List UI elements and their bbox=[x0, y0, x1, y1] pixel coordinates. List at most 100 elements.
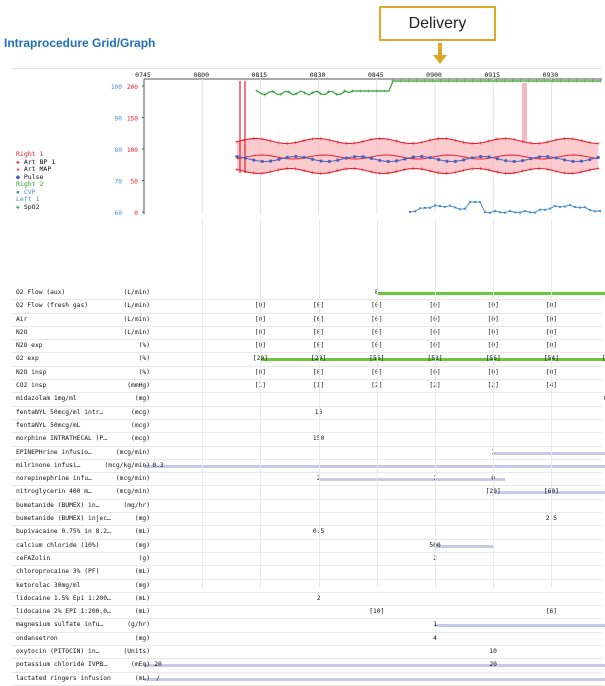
grid-row[interactable]: fentaNYL 50mcg/mL(mcg)50 bbox=[12, 420, 602, 434]
row-name: potassium chloride IVPB… bbox=[16, 661, 107, 669]
infusion-bar bbox=[376, 292, 605, 295]
grid-cell[interactable]: [0] bbox=[604, 300, 605, 312]
grid-cell[interactable]: [2] bbox=[604, 380, 605, 392]
grid-row[interactable]: O2 Flow (fresh gas)(L/min)[0][0][0][0][0… bbox=[12, 300, 605, 314]
art-bp-point: + bbox=[588, 167, 592, 174]
grid-cell[interactable]: 20 bbox=[489, 661, 497, 669]
spo2-point: + bbox=[559, 78, 563, 85]
spo2-point: + bbox=[495, 78, 499, 85]
grid-row[interactable]: lidocaine 2% EPI 1:200,0…(mL)[10][6]4 bbox=[12, 606, 602, 620]
pulse-point bbox=[311, 157, 315, 161]
pulse-icon: ● bbox=[16, 172, 20, 181]
cvp-point bbox=[464, 207, 466, 210]
grid-row[interactable]: ceFAZolin(g)2 bbox=[12, 553, 602, 567]
row-name: chloroprocaine 3% (PF) bbox=[16, 568, 100, 576]
row-name: ceFAZolin bbox=[16, 554, 51, 562]
pulse-point bbox=[252, 158, 256, 162]
grid-row[interactable]: bumetanide (BUMEX) injec…(mg)2.5 bbox=[12, 513, 602, 527]
grid-row[interactable]: morphine INTRATHECAL (P…(mcg)150 bbox=[12, 433, 602, 447]
pulse-point bbox=[479, 154, 483, 159]
cvp-point bbox=[439, 205, 441, 208]
art-bp-point: + bbox=[395, 138, 399, 145]
grid-row[interactable]: O2 exp(%)[20][20][56][53][56][54][51] bbox=[12, 353, 605, 367]
row-name: midazolam 1mg/ml bbox=[16, 395, 77, 403]
row-unit: (L/min) bbox=[123, 328, 150, 336]
grid-row[interactable]: midazolam 1mg/ml (mg) 0.5 bbox=[12, 393, 605, 407]
grid-row[interactable]: chloroprocaine 3% (PF)(mL)2 bbox=[12, 566, 602, 580]
grid-cell[interactable]: [0] bbox=[604, 340, 605, 352]
pulse-point bbox=[277, 157, 281, 161]
art-bp-point: + bbox=[437, 170, 441, 177]
grid-row[interactable]: ondansetron (mg) 4 bbox=[12, 633, 602, 647]
grid-cell[interactable]: / bbox=[156, 674, 160, 682]
art-bp-point: + bbox=[512, 170, 516, 177]
spo2-point: + bbox=[359, 88, 363, 95]
grid-row[interactable]: CO2 insp(mmHg)[1][1][2][2][2][4][2] bbox=[12, 380, 605, 394]
y-tick-right1: 0 bbox=[134, 210, 138, 217]
spo2-point: + bbox=[463, 78, 467, 85]
pulse-point bbox=[537, 155, 542, 159]
grid-row[interactable]: oxytocin (PITOCIN) in… (Units) 10 bbox=[12, 646, 602, 660]
grid-cell[interactable]: [51] bbox=[602, 353, 605, 365]
vitals-chart[interactable]: 0745080008150830084509000915093009420010… bbox=[12, 69, 602, 219]
grid-row[interactable]: bupivacaine 0.75% in 8.2…(mL)0.5 bbox=[12, 526, 602, 540]
spo2-point: + bbox=[511, 78, 515, 85]
pulse-point bbox=[428, 155, 432, 160]
grid-row[interactable]: Air(L/min)[0][0][0][0][0][0][0] bbox=[12, 314, 605, 327]
art-bp-band bbox=[237, 138, 599, 174]
spo2-point: + bbox=[479, 78, 483, 85]
art-bp-point: + bbox=[571, 136, 575, 143]
grid-row[interactable]: fentaNYL 50mcg/ml intr…(mcg)15 bbox=[12, 407, 602, 420]
grid-row[interactable]: N2O exp(%)[0][0][0][0][0][0][0] bbox=[12, 340, 605, 354]
grid-cell[interactable]: [0] bbox=[604, 314, 605, 326]
grid-row[interactable]: lactated ringers infusion (mL) / bbox=[12, 673, 605, 686]
grid-cell[interactable]: 0.3 bbox=[152, 461, 164, 469]
grid-cell[interactable]: [6] bbox=[545, 608, 558, 616]
grid-row[interactable]: EPINEPHrine infusio…(mcg/min)1 bbox=[12, 447, 605, 460]
infusion-bar bbox=[144, 464, 605, 468]
art-bp-point: + bbox=[537, 140, 541, 147]
grid-row[interactable]: nitroglycerin 400 m…(mcg/min)[20][60] bbox=[12, 486, 605, 500]
grid-cell[interactable]: [0] bbox=[604, 367, 605, 379]
grid-cell[interactable]: [10] bbox=[369, 608, 385, 616]
page-title: Intraprocedure Grid/Graph bbox=[4, 36, 156, 50]
column-gridline bbox=[376, 219, 378, 587]
art-bp-point: + bbox=[445, 170, 449, 177]
row-name: magnesium sulfate infu… bbox=[16, 621, 104, 629]
spo2-point: + bbox=[527, 78, 531, 85]
art-map-line bbox=[236, 154, 599, 160]
spo2-point: + bbox=[567, 78, 571, 85]
infusion-bar bbox=[493, 491, 605, 495]
grid-row[interactable]: potassium chloride IVPB… (mEq) 20 20 bbox=[12, 659, 605, 673]
cvp-point bbox=[429, 206, 431, 209]
pulse-point bbox=[369, 156, 373, 160]
grid-row[interactable]: bumetanide (BUMEX) in… (mg/hr) bbox=[12, 500, 602, 514]
pulse-point bbox=[285, 155, 289, 159]
grid-cell[interactable]: 0.5 bbox=[604, 393, 605, 405]
grid-cell[interactable]: [0] bbox=[604, 327, 605, 339]
grid-row[interactable]: calcium chloride (10%)(mg)500 bbox=[12, 540, 602, 553]
spo2-point: + bbox=[287, 89, 291, 96]
art-bp-point: + bbox=[521, 139, 525, 146]
cvp-line bbox=[409, 201, 601, 214]
grid-cell[interactable]: 4 bbox=[433, 634, 437, 642]
grid-row[interactable]: norepinephrine infu…(mcg/min)210 bbox=[12, 473, 602, 487]
art-bp-point: + bbox=[554, 137, 558, 144]
pulse-point bbox=[353, 155, 357, 159]
grid-row[interactable]: lidocaine 1.5% Epi 1:200… (mL) 2 bbox=[12, 593, 602, 607]
spo2-point: + bbox=[391, 78, 395, 85]
grid-cell[interactable]: 20 bbox=[154, 661, 162, 669]
grid-row[interactable]: N2O insp(%)[0][0][0][0][0][0][0] bbox=[12, 367, 605, 381]
grid-row[interactable]: magnesium sulfate infu… (g/hr) 1 bbox=[12, 619, 605, 633]
grid-row[interactable]: milrinone infusi… (mcg/kg/min) 0.3 bbox=[12, 460, 605, 474]
grid-cell[interactable]: 1 bbox=[433, 621, 437, 629]
grid-cell[interactable]: 10 bbox=[489, 648, 497, 656]
grid-cell[interactable]: 2 bbox=[316, 594, 321, 602]
grid-row[interactable]: O2 Flow (aux)(L/min)8 bbox=[12, 287, 605, 301]
row-name: milrinone infusi… bbox=[16, 461, 81, 469]
cvp-point bbox=[569, 204, 571, 207]
column-gridline bbox=[551, 219, 553, 587]
grid-row[interactable]: ketorolac 30mg/ml (mg) bbox=[12, 580, 602, 593]
grid-row[interactable]: N2O(L/min)[0][0][0][0][0][0][0] bbox=[12, 327, 605, 341]
time-tick-label: 0845 bbox=[368, 71, 384, 79]
